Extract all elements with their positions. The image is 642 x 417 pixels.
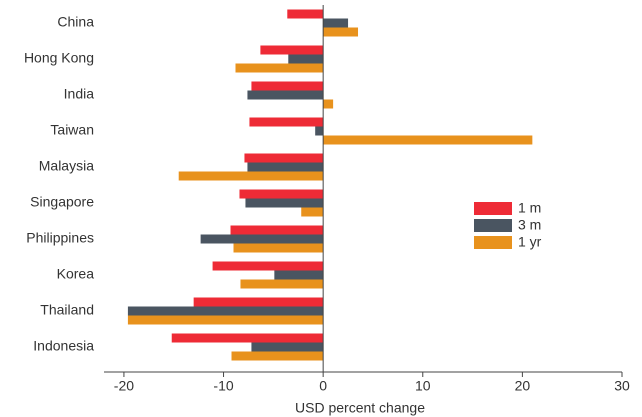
- bar: [323, 18, 349, 28]
- x-tick-label: -10: [213, 378, 233, 394]
- bar: [323, 135, 533, 145]
- bar: [212, 261, 324, 271]
- bar: [127, 306, 324, 316]
- legend-swatch: [474, 219, 512, 232]
- x-tick-label: 10: [415, 378, 431, 394]
- bar: [240, 279, 324, 289]
- y-tick-label: Taiwan: [50, 122, 94, 138]
- bar: [178, 171, 324, 181]
- bar: [247, 90, 324, 100]
- bar: [233, 243, 324, 253]
- x-tick-label: 0: [319, 378, 327, 394]
- x-axis-label: USD percent change: [295, 400, 425, 416]
- y-tick-label: Philippines: [26, 230, 94, 246]
- bar: [287, 9, 324, 19]
- bar: [301, 207, 324, 217]
- y-tick-label: China: [57, 14, 94, 30]
- bar: [244, 153, 324, 163]
- bar: [235, 63, 324, 73]
- bar: [251, 342, 324, 352]
- x-tick-label: -20: [114, 378, 134, 394]
- y-tick-label: Hong Kong: [24, 50, 94, 66]
- bar: [260, 45, 324, 55]
- bar: [251, 81, 324, 91]
- bar: [323, 27, 359, 37]
- bar: [127, 315, 324, 325]
- y-tick-label: Korea: [57, 266, 95, 282]
- legend-swatch: [474, 236, 512, 249]
- bar: [193, 297, 324, 307]
- y-tick-label: Thailand: [40, 302, 94, 318]
- bar: [239, 189, 324, 199]
- bar: [274, 270, 324, 280]
- legend-label: 1 yr: [518, 234, 542, 250]
- y-tick-label: Indonesia: [33, 338, 94, 354]
- bar: [247, 162, 324, 172]
- bar: [315, 126, 324, 136]
- bar: [288, 54, 324, 64]
- bar: [230, 225, 324, 235]
- bar: [200, 234, 324, 244]
- y-tick-label: Malaysia: [39, 158, 94, 174]
- legend-label: 3 m: [518, 217, 541, 233]
- bar: [323, 99, 334, 109]
- y-tick-label: Singapore: [30, 194, 94, 210]
- bar: [231, 351, 324, 361]
- legend-swatch: [474, 202, 512, 215]
- bar: [249, 117, 324, 127]
- x-tick-label: 20: [515, 378, 531, 394]
- y-tick-label: India: [64, 86, 95, 102]
- legend-label: 1 m: [518, 200, 541, 216]
- x-tick-label: 30: [614, 378, 630, 394]
- bar: [171, 333, 324, 343]
- bar: [245, 198, 324, 208]
